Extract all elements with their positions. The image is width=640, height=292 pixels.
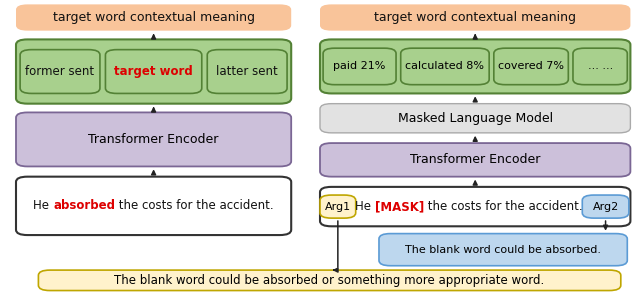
Text: [MASK]: [MASK] [375, 200, 424, 213]
FancyBboxPatch shape [320, 195, 356, 218]
Text: the costs for the accident.: the costs for the accident. [115, 199, 274, 212]
Text: Transformer Encoder: Transformer Encoder [88, 133, 219, 146]
FancyBboxPatch shape [106, 50, 202, 93]
FancyBboxPatch shape [323, 48, 396, 85]
Text: He: He [355, 200, 375, 213]
Text: He: He [33, 199, 53, 212]
FancyBboxPatch shape [38, 270, 621, 291]
FancyBboxPatch shape [401, 48, 489, 85]
FancyBboxPatch shape [16, 177, 291, 235]
Text: The blank word could be absorbed.: The blank word could be absorbed. [405, 245, 601, 255]
Text: absorbed: absorbed [53, 199, 115, 212]
Text: target word contextual meaning: target word contextual meaning [374, 11, 576, 24]
Text: former sent: former sent [26, 65, 95, 78]
FancyBboxPatch shape [20, 50, 100, 93]
Text: calculated 8%: calculated 8% [405, 61, 484, 72]
FancyBboxPatch shape [320, 187, 630, 226]
FancyBboxPatch shape [320, 143, 630, 177]
Text: target word contextual meaning: target word contextual meaning [52, 11, 255, 24]
Text: Arg2: Arg2 [593, 201, 619, 212]
Text: Arg1: Arg1 [324, 201, 351, 212]
FancyBboxPatch shape [16, 112, 291, 166]
Text: ... ...: ... ... [588, 61, 612, 72]
FancyBboxPatch shape [494, 48, 568, 85]
Text: target word: target word [114, 65, 193, 78]
FancyBboxPatch shape [320, 39, 630, 93]
FancyBboxPatch shape [16, 4, 291, 31]
FancyBboxPatch shape [320, 104, 630, 133]
FancyBboxPatch shape [16, 39, 291, 104]
FancyBboxPatch shape [379, 234, 627, 266]
Text: covered 7%: covered 7% [498, 61, 564, 72]
Text: Transformer Encoder: Transformer Encoder [410, 153, 540, 166]
Text: latter sent: latter sent [216, 65, 278, 78]
Text: paid 21%: paid 21% [333, 61, 386, 72]
FancyBboxPatch shape [320, 4, 630, 31]
FancyBboxPatch shape [573, 48, 627, 85]
Text: The blank word could be absorbed or something more appropriate word.: The blank word could be absorbed or some… [115, 274, 545, 287]
FancyBboxPatch shape [207, 50, 287, 93]
Text: the costs for the accident.: the costs for the accident. [424, 200, 583, 213]
FancyBboxPatch shape [582, 195, 629, 218]
Text: Masked Language Model: Masked Language Model [397, 112, 553, 125]
